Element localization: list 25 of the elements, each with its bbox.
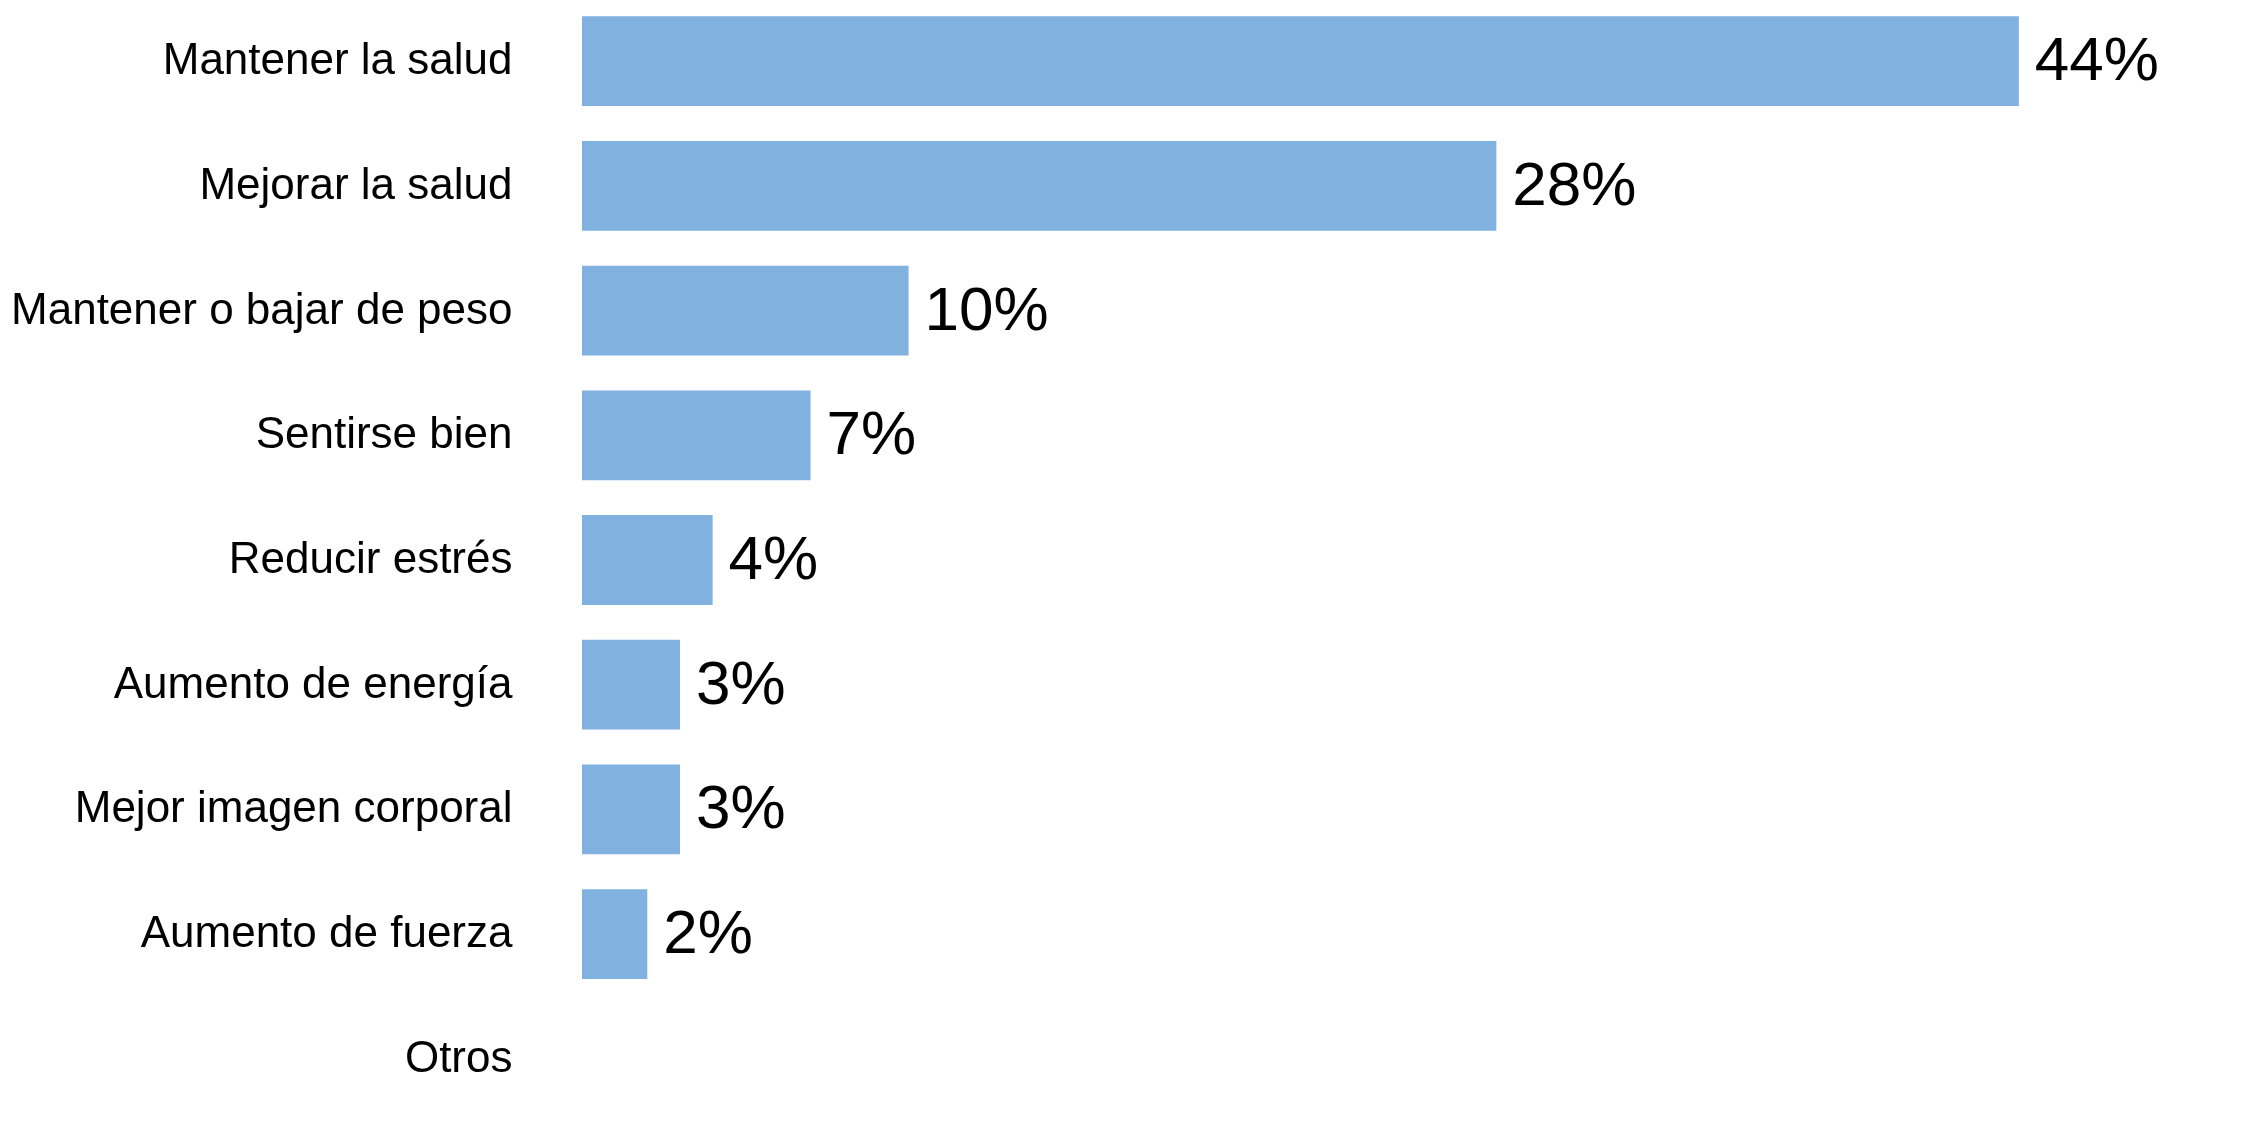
- data-label: 7%: [826, 398, 917, 468]
- bar: [582, 140, 1497, 231]
- y-tick-label: Sentirse bien: [255, 408, 513, 458]
- data-label: 10%: [924, 273, 1049, 343]
- bar: [582, 515, 713, 605]
- data-label: 2%: [663, 897, 753, 967]
- bar: [582, 390, 811, 481]
- bar: [582, 265, 909, 356]
- bar: [582, 889, 648, 980]
- y-tick-label: Mantener o bajar de peso: [11, 283, 513, 333]
- y-tick-label: Otros: [404, 1031, 513, 1081]
- bar: [582, 16, 2019, 107]
- data-label: 3%: [695, 647, 786, 717]
- y-tick-label: Aumento de energía: [113, 657, 514, 707]
- y-tick-label: Mejorar la salud: [199, 158, 513, 208]
- y-tick-label: Reducir estrés: [228, 533, 513, 582]
- y-tick-label: Aumento de fuerza: [140, 907, 514, 957]
- data-label: 4%: [728, 523, 819, 592]
- y-tick-label: Mantener la salud: [162, 34, 513, 84]
- bar: [582, 764, 680, 855]
- data-label: 28%: [1512, 148, 1637, 218]
- bar: [582, 639, 680, 730]
- y-tick-label: Mejor imagen corporal: [74, 782, 513, 832]
- data-label: 44%: [2034, 24, 2159, 94]
- data-label: 3%: [695, 772, 786, 842]
